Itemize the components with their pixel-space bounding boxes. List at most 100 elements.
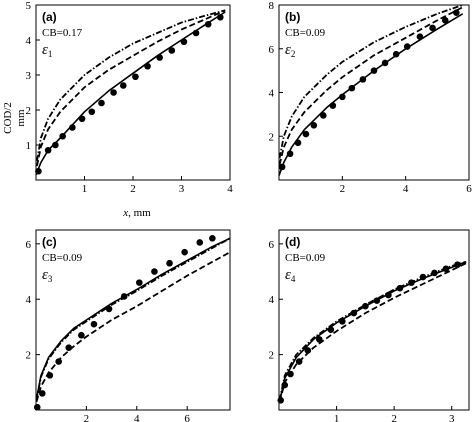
data-point [44, 146, 52, 154]
y-tick-label: 5 [26, 0, 32, 12]
data-point [132, 73, 139, 81]
data-point [105, 305, 113, 313]
dashdot-series-line [278, 260, 467, 401]
data-point [168, 47, 176, 54]
data-point [329, 102, 337, 109]
data-point [320, 112, 327, 119]
chart-panel: 2 4 6 2 4 6 (c) CB=0.09 ε3 [26, 229, 231, 422]
x-axis-title: x, mm [122, 207, 151, 219]
data-point [192, 29, 200, 37]
y-tick-label: 6 [269, 239, 275, 251]
x-tick-label: 2 [340, 183, 346, 195]
panel-label: (b) [285, 10, 300, 24]
chart-panel: 1 2 3 4 1 2 3 4 5 (a) CB=0.17 ε1 [26, 0, 234, 195]
data-point [373, 297, 381, 304]
y-tick-label: 4 [26, 294, 32, 306]
plot-frame [278, 229, 470, 411]
data-point [442, 265, 450, 273]
data-point [144, 62, 151, 70]
data-point [151, 268, 158, 275]
chart-panel: 2 4 6 2 4 6 8 (b) CB=0.09 ε2 [269, 0, 473, 195]
data-point [217, 13, 224, 21]
x-tick-label: 2 [130, 183, 136, 195]
y-tick-label: 8 [269, 0, 275, 12]
data-point [286, 150, 294, 158]
x-tick-label: 4 [227, 183, 233, 195]
data-point [55, 358, 62, 365]
y-tick-label: 2 [26, 105, 32, 117]
data-point [156, 54, 163, 61]
solid-series-line [35, 11, 226, 176]
y-tick-label: 1 [26, 140, 32, 152]
y-tick-label: 6 [269, 44, 275, 56]
data-point [310, 122, 318, 129]
x-tick-label: 1 [82, 183, 88, 195]
y-axis-title-line2: mm [15, 109, 27, 127]
data-point [98, 99, 105, 107]
data-point [287, 370, 294, 378]
data-point [78, 331, 85, 339]
y-axis-title-line1: COD/2 [2, 102, 14, 134]
data-point [454, 261, 461, 268]
data-point [69, 124, 76, 131]
epsilon-label: ε2 [285, 42, 295, 59]
data-point [339, 93, 346, 101]
solid-series-line [35, 237, 231, 400]
data-point [180, 38, 188, 46]
cb-annotation: CB=0.17 [42, 27, 83, 39]
epsilon-label: ε1 [42, 42, 52, 59]
y-tick-label: 6 [26, 239, 32, 251]
data-point [281, 381, 289, 389]
data-point [209, 235, 216, 242]
panel-label: (c) [42, 235, 57, 249]
y-tick-label: 4 [269, 294, 275, 306]
data-point [120, 293, 128, 300]
dashdot-series-line [278, 4, 463, 159]
data-point [120, 82, 127, 89]
dashed-series-line [278, 6, 464, 165]
data-point [381, 59, 389, 67]
data-point [362, 302, 369, 310]
panels: 1 2 3 4 1 2 3 4 5 (a) CB=0.17 ε1 2 4 6 2 4 6 8 (b) CB=0.09 ε2… [26, 0, 473, 422]
data-point [278, 163, 286, 171]
cb-annotation: CB=0.09 [285, 252, 326, 264]
solid-series-line [278, 261, 467, 402]
y-tick-label: 2 [269, 350, 275, 362]
data-point [348, 84, 356, 92]
x-tick-label: 4 [134, 413, 140, 422]
plot-frame [35, 229, 231, 411]
data-point [453, 9, 460, 16]
data-point [339, 318, 346, 325]
dashed-series-line [36, 9, 226, 167]
x-tick-label: 3 [449, 413, 455, 422]
y-tick-label: 4 [269, 88, 275, 100]
data-point [327, 326, 335, 333]
panel-label: (a) [42, 10, 57, 24]
data-point [52, 141, 59, 149]
data-point [419, 273, 427, 281]
data-point [90, 320, 98, 328]
data-point [33, 403, 41, 411]
data-point [204, 20, 212, 28]
x-tick-label: 2 [84, 413, 90, 422]
data-point [181, 248, 188, 256]
chart-panel: 1 2 3 2 4 6 (d) CB=0.09 ε4 [269, 229, 470, 422]
data-point [385, 291, 392, 299]
epsilon-label: ε4 [285, 267, 296, 284]
data-point [65, 344, 73, 351]
cb-annotation: CB=0.09 [285, 27, 326, 39]
data-point [408, 279, 415, 286]
data-point [350, 309, 358, 317]
data-point [359, 76, 367, 83]
data-point [196, 239, 204, 246]
data-point [316, 336, 323, 343]
data-point [78, 115, 86, 123]
y-tick-label: 3 [26, 70, 32, 82]
cb-annotation: CB=0.09 [42, 252, 83, 264]
data-point [59, 132, 66, 140]
x-tick-label: 4 [403, 183, 409, 195]
x-tick-label: 3 [179, 183, 185, 195]
panel-label: (d) [285, 235, 300, 249]
x-tick-label: 1 [334, 413, 340, 422]
